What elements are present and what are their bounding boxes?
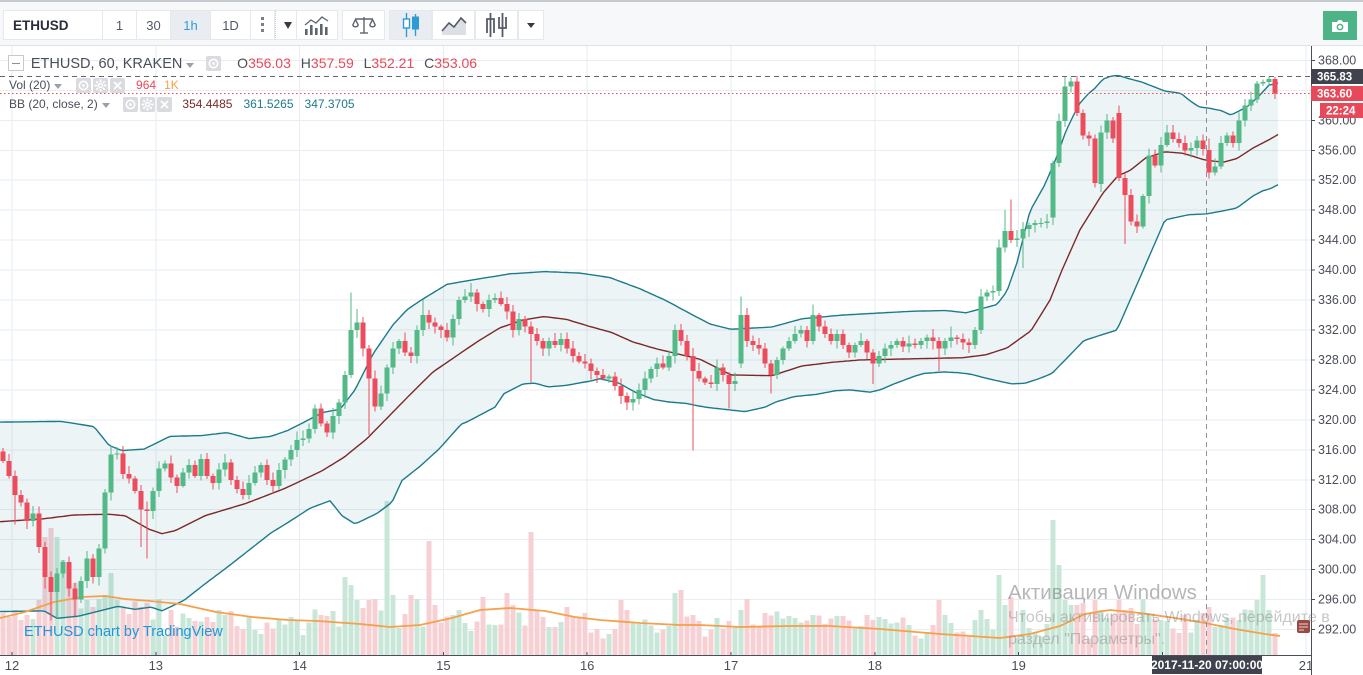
svg-text:352.00: 352.00	[1318, 173, 1356, 187]
svg-text:15: 15	[436, 658, 450, 673]
svg-text:356.00: 356.00	[1318, 143, 1356, 157]
svg-text:22:24: 22:24	[1326, 105, 1356, 117]
svg-text:344.00: 344.00	[1318, 233, 1356, 247]
svg-text:304.00: 304.00	[1318, 533, 1356, 547]
svg-text:316.00: 316.00	[1318, 443, 1356, 457]
svg-text:16: 16	[580, 658, 594, 673]
svg-text:17: 17	[724, 658, 738, 673]
svg-text:12: 12	[5, 658, 19, 673]
svg-text:363.60: 363.60	[1317, 88, 1352, 100]
svg-text:13: 13	[149, 658, 163, 673]
svg-text:348.00: 348.00	[1318, 203, 1356, 217]
svg-text:324.00: 324.00	[1318, 383, 1356, 397]
svg-text:312.00: 312.00	[1318, 473, 1356, 487]
svg-text:19: 19	[1011, 658, 1025, 673]
svg-text:2017-11-20 07:00:00: 2017-11-20 07:00:00	[1151, 658, 1263, 672]
svg-text:14: 14	[292, 658, 306, 673]
svg-text:340.00: 340.00	[1318, 263, 1356, 277]
svg-text:308.00: 308.00	[1318, 503, 1356, 517]
svg-text:18: 18	[868, 658, 882, 673]
svg-text:332.00: 332.00	[1318, 323, 1356, 337]
svg-text:296.00: 296.00	[1318, 593, 1356, 607]
svg-text:300.00: 300.00	[1318, 563, 1356, 577]
svg-text:368.00: 368.00	[1318, 53, 1356, 67]
svg-text:21: 21	[1299, 658, 1313, 673]
svg-text:365.83: 365.83	[1317, 72, 1352, 84]
svg-text:320.00: 320.00	[1318, 413, 1356, 427]
svg-text:336.00: 336.00	[1318, 293, 1356, 307]
svg-text:292.00: 292.00	[1318, 623, 1356, 637]
svg-text:328.00: 328.00	[1318, 353, 1356, 367]
